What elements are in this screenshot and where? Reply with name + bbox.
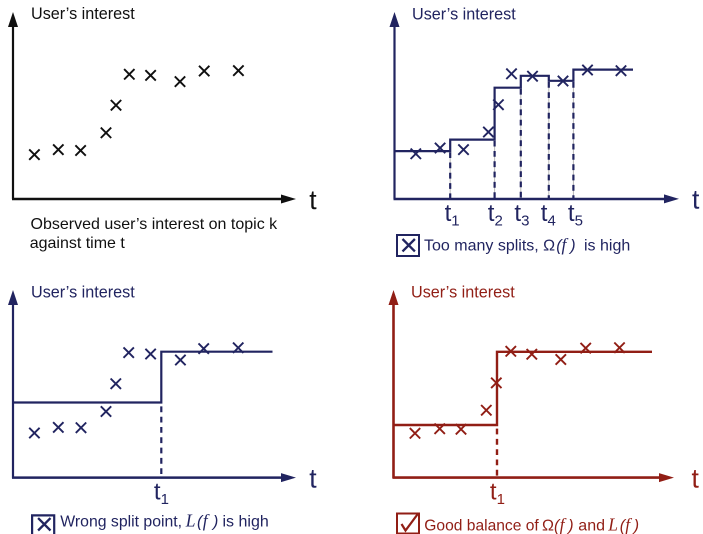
svg-text:against time t: against time t [30, 235, 126, 252]
svg-text:Too many splits, Ω(f)is high: Too many splits, Ω(f) is high [424, 234, 630, 254]
svg-text:t: t [309, 464, 317, 494]
svg-text:t1: t1 [154, 479, 169, 509]
svg-text:t5: t5 [568, 200, 583, 230]
svg-text:User’s interest: User’s interest [412, 6, 516, 24]
svg-text:t: t [692, 463, 700, 493]
svg-text:User’s interest: User’s interest [31, 5, 135, 23]
svg-text:t1: t1 [445, 200, 460, 230]
svg-text:t: t [692, 184, 700, 214]
svg-text:t3: t3 [514, 200, 529, 230]
svg-text:User’s interest: User’s interest [411, 284, 515, 302]
svg-text:t1: t1 [490, 479, 505, 509]
svg-text:t4: t4 [541, 200, 556, 230]
svg-text:Wrong split point,L(f)is high: Wrong split point, L(f) is high [60, 511, 268, 531]
svg-text:User’s interest: User’s interest [31, 283, 135, 301]
svg-text:t2: t2 [488, 200, 503, 230]
svg-text:Observed user’s interest on to: Observed user’s interest on topic k [31, 216, 279, 233]
svg-text:t: t [309, 185, 317, 215]
